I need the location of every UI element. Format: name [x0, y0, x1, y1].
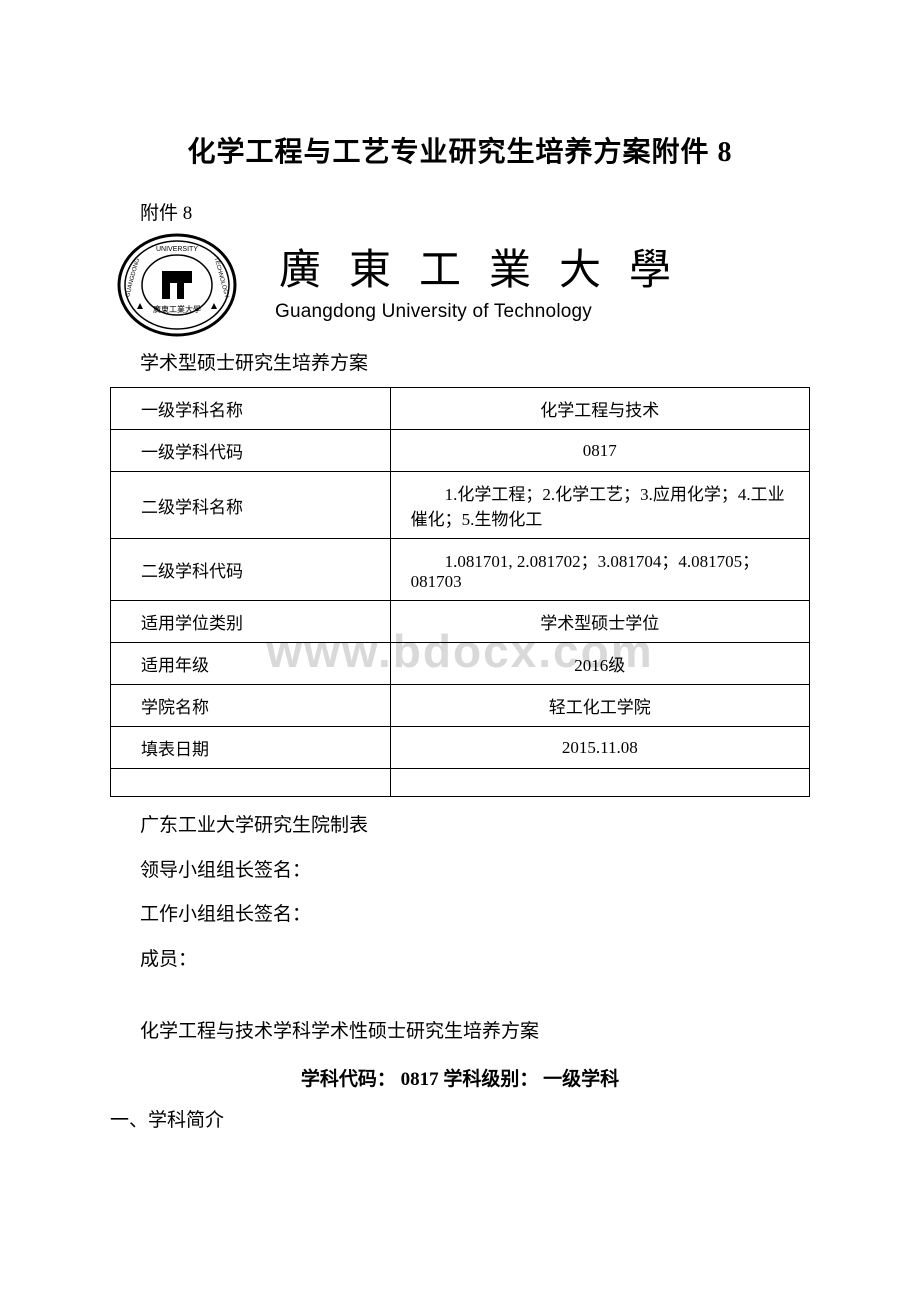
- attachment-label: 附件 8: [140, 198, 810, 225]
- table-row: 一级学科代码0817: [111, 430, 810, 472]
- table-value: 2016级: [390, 643, 809, 685]
- table-value: 0817: [390, 430, 809, 472]
- document-subtitle: 学术型硕士研究生培养方案: [140, 348, 810, 375]
- table-row: [111, 769, 810, 797]
- svg-text:GUANGDONG: GUANGDONG: [125, 257, 141, 298]
- table-value: [390, 769, 809, 797]
- table-row: 适用年级2016级: [111, 643, 810, 685]
- table-row: 填表日期2015.11.08: [111, 727, 810, 769]
- table-label: 一级学科代码: [111, 430, 391, 472]
- info-table: 一级学科名称化学工程与技术一级学科代码0817二级学科名称 1.化学工程；2.化…: [110, 387, 810, 797]
- university-name-cn: 廣東工業大學: [275, 248, 810, 294]
- members-line: 成员：: [140, 947, 810, 974]
- svg-text:廣東工業大學: 廣東工業大學: [153, 304, 201, 314]
- table-row: 一级学科名称化学工程与技术: [111, 388, 810, 430]
- leader-signature-line: 领导小组组长签名：: [140, 858, 810, 885]
- table-value: 2015.11.08: [390, 727, 809, 769]
- table-row: 适用学位类别学术型硕士学位: [111, 601, 810, 643]
- svg-text:TECHNOLOGY: TECHNOLOGY: [213, 257, 230, 299]
- logo-row: UNIVERSITY GUANGDONG TECHNOLOGY 廣東工業大學 廣…: [110, 233, 810, 338]
- university-seal-icon: UNIVERSITY GUANGDONG TECHNOLOGY 廣東工業大學: [110, 233, 245, 338]
- university-name-block: 廣東工業大學 Guangdong University of Technolog…: [275, 248, 810, 322]
- table-row: 二级学科代码 1.081701, 2.081702；3.081704；4.081…: [111, 539, 810, 601]
- table-label: 二级学科代码: [111, 539, 391, 601]
- code-level-line: 学科代码： 0817 学科级别： 一级学科: [110, 1064, 810, 1091]
- table-label: 一级学科名称: [111, 388, 391, 430]
- svg-text:UNIVERSITY: UNIVERSITY: [156, 246, 198, 253]
- table-value: 轻工化工学院: [390, 685, 809, 727]
- table-label: [111, 769, 391, 797]
- table-value: 1.化学工程；2.化学工艺；3.应用化学；4.工业催化；5.生物化工: [390, 472, 809, 539]
- table-row: 学院名称轻工化工学院: [111, 685, 810, 727]
- table-label: 学院名称: [111, 685, 391, 727]
- table-value: 1.081701, 2.081702；3.081704；4.081705；081…: [390, 539, 809, 601]
- table-value: 学术型硕士学位: [390, 601, 809, 643]
- program-title: 化学工程与技术学科学术性硕士研究生培养方案: [140, 1019, 810, 1046]
- table-label: 适用学位类别: [111, 601, 391, 643]
- table-row: 二级学科名称 1.化学工程；2.化学工艺；3.应用化学；4.工业催化；5.生物化…: [111, 472, 810, 539]
- table-maker: 广东工业大学研究生院制表: [140, 813, 810, 840]
- table-label: 适用年级: [111, 643, 391, 685]
- table-value: 化学工程与技术: [390, 388, 809, 430]
- work-signature-line: 工作小组组长签名：: [140, 902, 810, 929]
- table-label: 填表日期: [111, 727, 391, 769]
- page-title: 化学工程与工艺专业研究生培养方案附件 8: [110, 130, 810, 170]
- university-name-en: Guangdong University of Technology: [275, 301, 810, 323]
- section-1-heading: 一、学科简介: [110, 1105, 810, 1132]
- table-label: 二级学科名称: [111, 472, 391, 539]
